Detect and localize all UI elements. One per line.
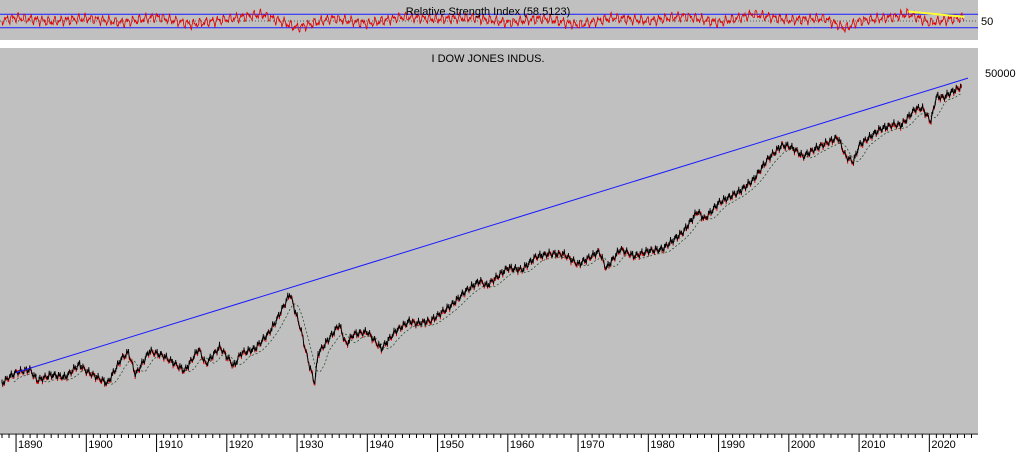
rsi-title: Relative Strength Index (58.5123) <box>406 6 571 18</box>
x-tick-label: 1920 <box>229 439 253 451</box>
x-tick-label: 2020 <box>931 439 955 451</box>
x-tick-label: 1890 <box>18 439 42 451</box>
x-tick-label: 2010 <box>861 439 885 451</box>
x-axis: 1890 1900 1910 1920 1930 1940 1950 1960 1970 1980… <box>0 433 978 452</box>
price-y-tick-label: 50000 <box>985 68 1016 80</box>
price-series-line <box>1 84 962 387</box>
price-trendline <box>15 77 969 373</box>
x-tick-label: 1940 <box>369 439 393 451</box>
x-tick-label: 2000 <box>791 439 815 451</box>
rsi-series-line <box>1 7 965 33</box>
rsi-trendline <box>908 10 965 18</box>
x-tick-label: 1900 <box>88 439 112 451</box>
x-axis-background <box>0 433 978 453</box>
x-tick-label: 1980 <box>650 439 674 451</box>
panel-gap <box>0 40 978 48</box>
x-tick-label: 1910 <box>159 439 183 451</box>
x-tick-label: 1960 <box>510 439 534 451</box>
x-tick-label: 1930 <box>299 439 323 451</box>
price-panel-background <box>0 48 978 433</box>
x-tick-label: 1970 <box>580 439 604 451</box>
x-tick-label: 1990 <box>721 439 745 451</box>
price-title: I DOW JONES INDUS. <box>431 53 544 65</box>
rsi-y-tick-label: 50 <box>981 16 993 28</box>
x-tick-label: 1950 <box>440 439 464 451</box>
